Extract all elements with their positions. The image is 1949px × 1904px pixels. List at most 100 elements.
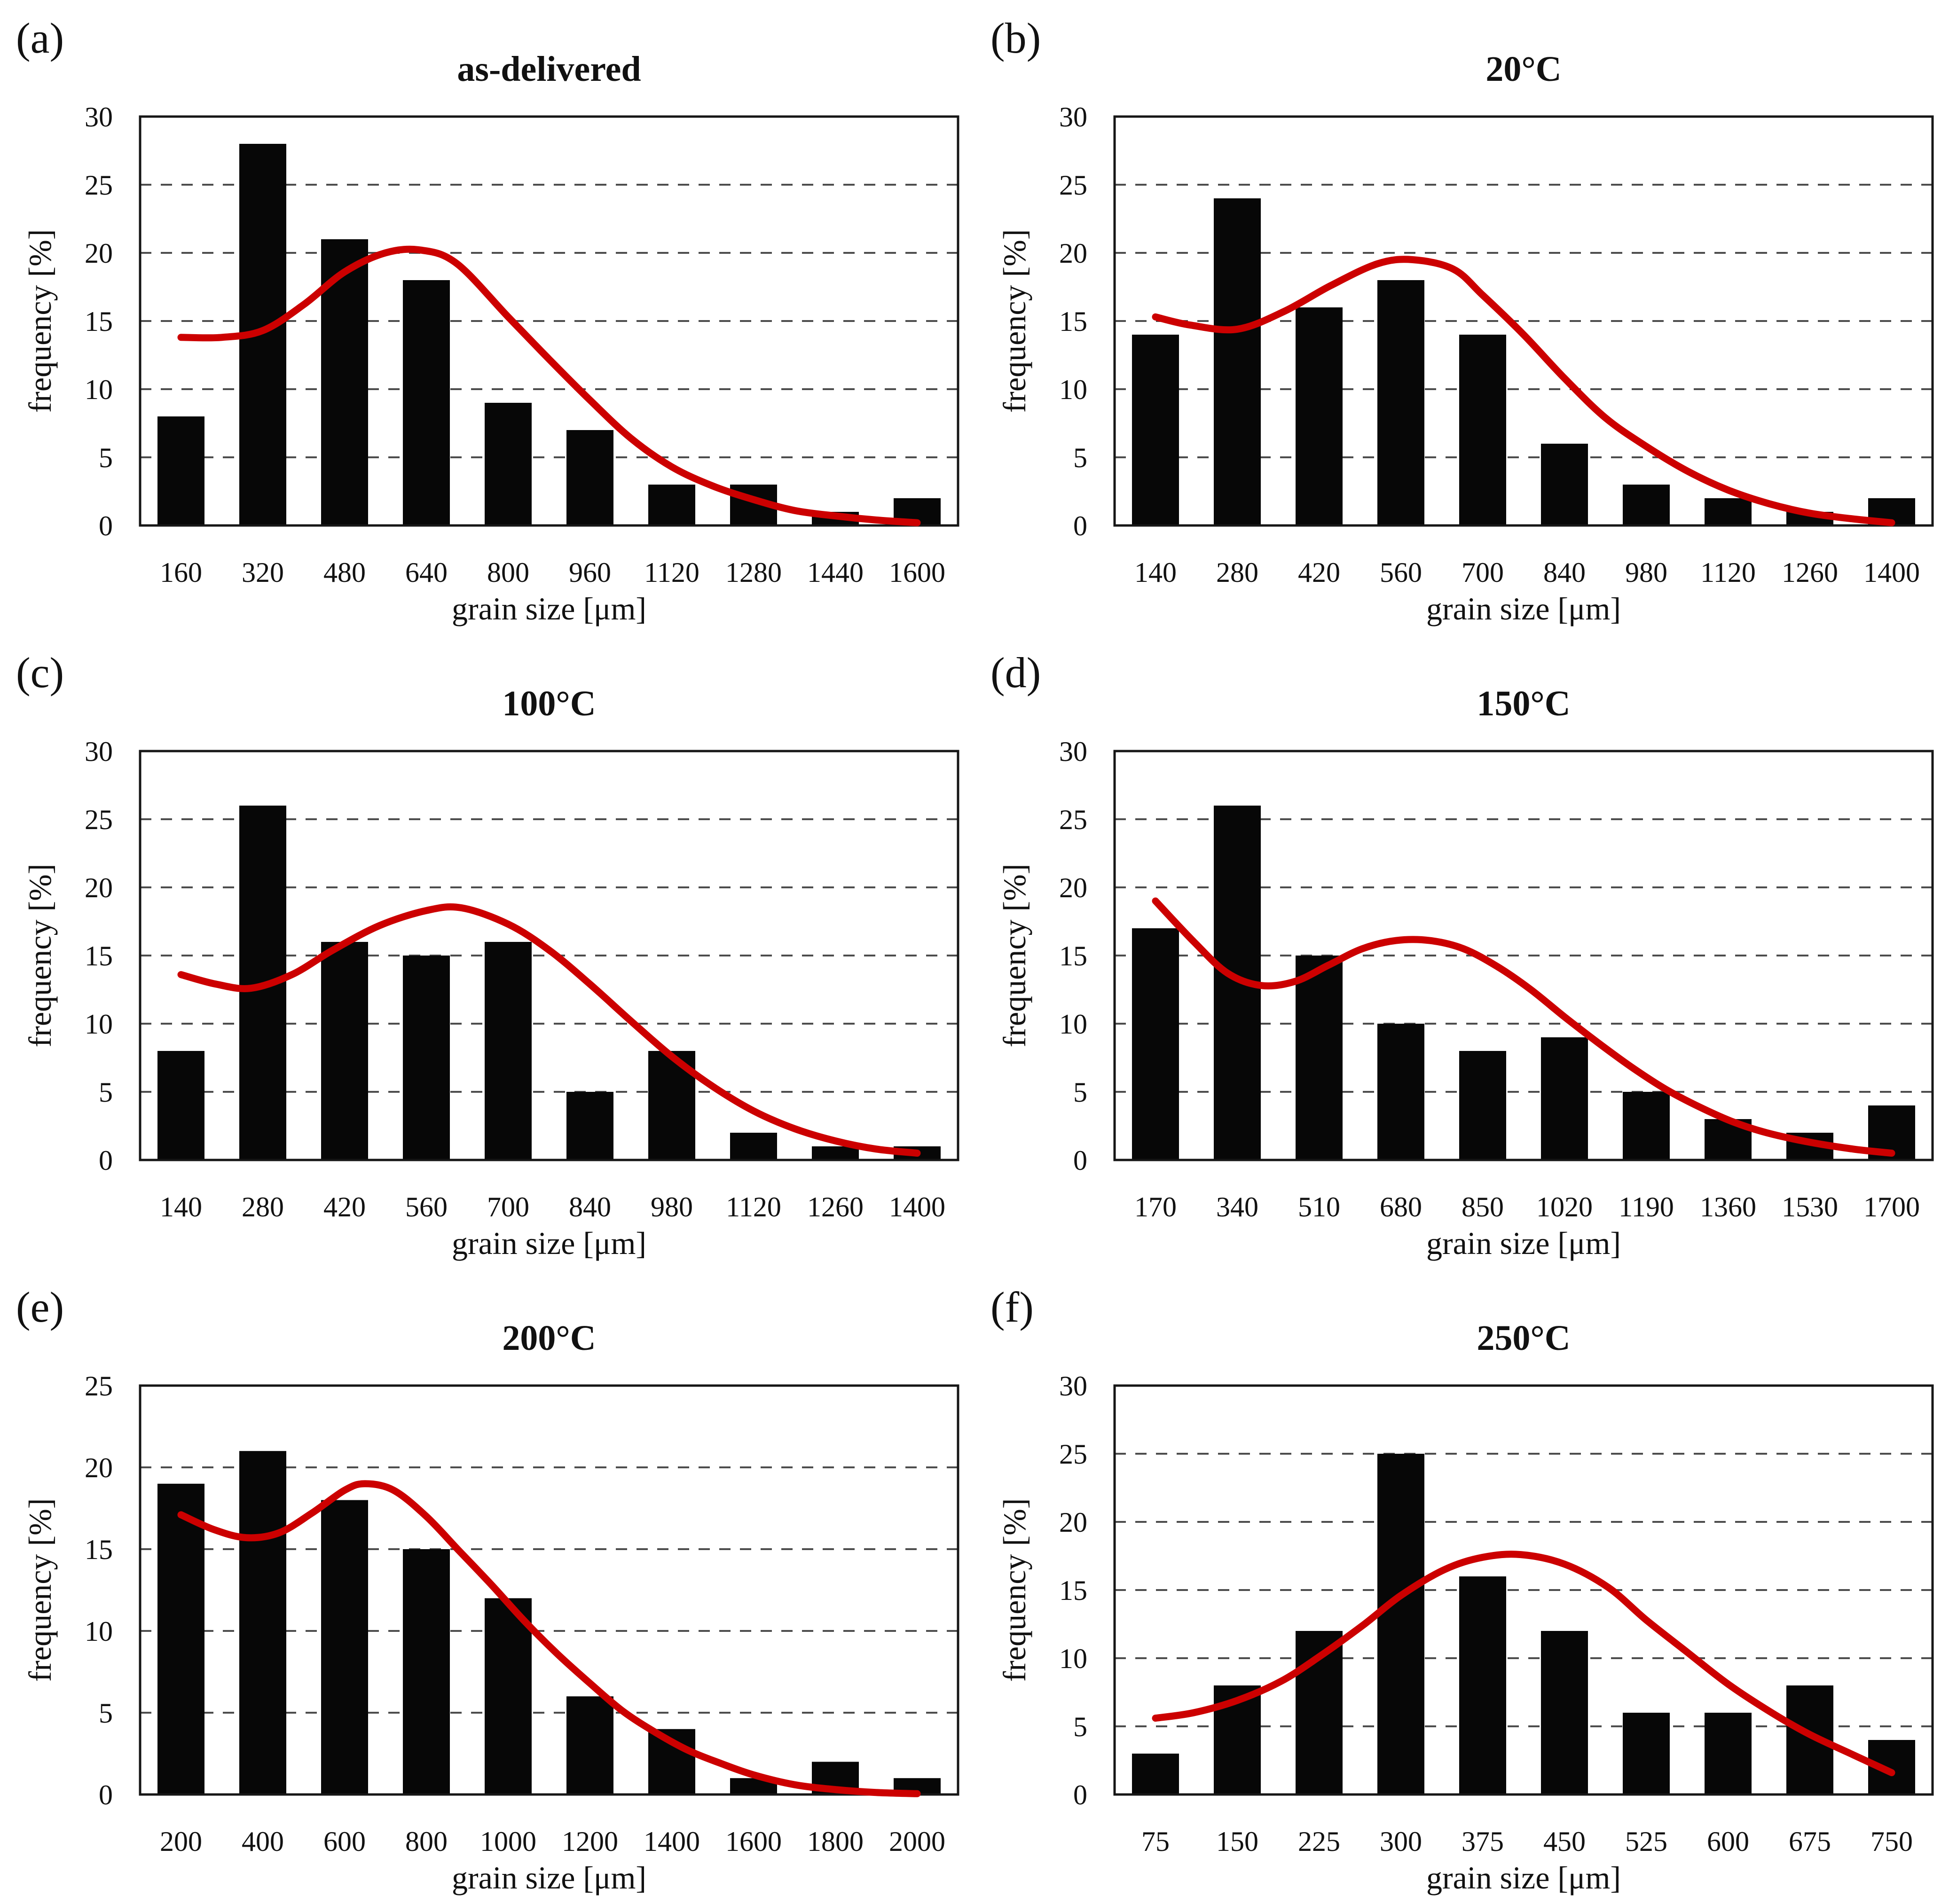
bar xyxy=(566,1092,613,1160)
x-tick-label: 560 xyxy=(405,1191,448,1222)
x-tick-label: 320 xyxy=(242,557,284,588)
bar xyxy=(157,1483,204,1794)
x-tick-label: 2000 xyxy=(889,1826,945,1857)
y-tick-label: 25 xyxy=(1059,170,1087,201)
chart-title: 100°C xyxy=(502,684,596,723)
x-tick-label: 280 xyxy=(1216,557,1258,588)
y-tick-label: 25 xyxy=(1059,1439,1087,1470)
y-tick-label: 0 xyxy=(99,1145,113,1176)
chart-svg: 0 5 10 15 20 25 30 140 280 420 560 700 840 980 1120 126… xyxy=(16,649,959,1261)
y-axis-label: frequency [%] xyxy=(22,864,58,1048)
bar xyxy=(403,280,450,525)
x-tick-label: 700 xyxy=(1462,557,1504,588)
y-tick-label: 10 xyxy=(1059,1009,1087,1040)
y-axis-label: frequency [%] xyxy=(997,229,1032,413)
plot-frame xyxy=(139,115,959,527)
x-tick-label: 680 xyxy=(1380,1191,1422,1222)
bar xyxy=(1377,280,1424,525)
y-tick-label: 20 xyxy=(1059,872,1087,903)
x-tick-label: 600 xyxy=(323,1826,366,1857)
x-tick-label: 1260 xyxy=(1782,557,1838,588)
x-tick-label: 1600 xyxy=(889,557,945,588)
x-tick-label: 420 xyxy=(1298,557,1340,588)
chart-title: 150°C xyxy=(1477,684,1570,723)
y-tick-label: 0 xyxy=(99,510,113,541)
y-tick-label: 25 xyxy=(85,804,113,835)
y-tick-label: 15 xyxy=(85,1534,113,1565)
x-tick-label: 840 xyxy=(1543,557,1586,588)
y-tick-label: 10 xyxy=(85,1616,113,1647)
panel-letter: (d) xyxy=(990,649,1041,697)
bar xyxy=(485,942,532,1160)
panel-letter: (f) xyxy=(990,1283,1034,1331)
x-tick-label: 400 xyxy=(242,1826,284,1857)
y-tick-label: 0 xyxy=(99,1779,113,1810)
y-tick-label: 30 xyxy=(85,102,113,133)
bar xyxy=(157,1051,204,1160)
y-tick-label: 25 xyxy=(85,170,113,201)
x-tick-label: 1700 xyxy=(1863,1191,1920,1222)
bar xyxy=(1459,335,1506,525)
chart-panel-c: 0 5 10 15 20 25 30 140 280 420 560 700 840 980 1120 126… xyxy=(0,635,974,1269)
y-tick-label: 25 xyxy=(85,1371,113,1402)
chart-panel-d: 0 5 10 15 20 25 30 170 340 510 680 850 1020 1190 1360 1… xyxy=(974,635,1949,1269)
bar xyxy=(239,1451,286,1794)
y-tick-label: 15 xyxy=(1059,940,1087,972)
panel-letter: (c) xyxy=(16,649,64,697)
x-tick-label: 1280 xyxy=(725,557,782,588)
x-tick-label: 340 xyxy=(1216,1191,1258,1222)
x-tick-label: 1600 xyxy=(725,1826,782,1857)
x-tick-label: 840 xyxy=(569,1191,611,1222)
chart-panel-a: 0 5 10 15 20 25 30 160 320 480 640 800 960 1120 1280 14… xyxy=(0,0,974,635)
y-tick-label: 10 xyxy=(1059,1643,1087,1674)
y-axis-label: frequency [%] xyxy=(22,229,58,413)
chart-svg: 0 5 10 15 20 25 30 140 280 420 560 700 840 980 1120 126… xyxy=(990,14,1934,627)
fit-curve xyxy=(1152,1551,1895,1777)
bar xyxy=(485,1598,532,1794)
x-tick-label: 75 xyxy=(1141,1826,1170,1857)
x-tick-label: 1120 xyxy=(644,557,699,588)
bar xyxy=(157,416,204,525)
bar xyxy=(1541,1631,1588,1794)
x-tick-label: 1120 xyxy=(1700,557,1756,588)
bar xyxy=(1623,485,1670,525)
x-tick-label: 600 xyxy=(1707,1826,1749,1857)
x-tick-label: 700 xyxy=(487,1191,529,1222)
bar xyxy=(1459,1051,1506,1160)
y-tick-label: 20 xyxy=(85,872,113,903)
x-tick-label: 960 xyxy=(569,557,611,588)
chart-svg: 0 5 10 15 20 25 200 400 600 800 1000 1200 1400 1600 18… xyxy=(16,1283,959,1896)
chart-title: as-delivered xyxy=(457,49,641,89)
x-tick-label: 525 xyxy=(1625,1826,1667,1857)
plot-frame xyxy=(139,1384,959,1796)
y-tick-label: 15 xyxy=(85,940,113,972)
x-axis-label: grain size [μm] xyxy=(452,591,646,627)
fit-curve xyxy=(1152,256,1895,526)
plot-frame xyxy=(1113,1384,1934,1796)
y-axis-label: frequency [%] xyxy=(997,864,1032,1048)
x-tick-label: 1200 xyxy=(562,1826,618,1857)
y-axis-label: frequency [%] xyxy=(997,1498,1032,1682)
bar xyxy=(1296,307,1343,525)
x-tick-label: 225 xyxy=(1298,1826,1340,1857)
x-tick-label: 1400 xyxy=(889,1191,945,1222)
y-tick-label: 15 xyxy=(1059,1575,1087,1606)
y-tick-label: 15 xyxy=(85,306,113,337)
x-tick-label: 850 xyxy=(1462,1191,1504,1222)
x-tick-label: 1400 xyxy=(1863,557,1920,588)
chart-title: 200°C xyxy=(502,1318,596,1358)
y-tick-label: 10 xyxy=(85,1009,113,1040)
histogram-as-delivered: 0 5 10 15 20 25 30 160 320 480 640 800 960 1120 1280 14… xyxy=(0,0,974,635)
bar xyxy=(566,1696,613,1794)
y-tick-label: 5 xyxy=(99,1077,113,1108)
y-tick-label: 30 xyxy=(1059,102,1087,133)
bar xyxy=(1705,1713,1752,1794)
bar xyxy=(1459,1576,1506,1794)
x-tick-label: 150 xyxy=(1216,1826,1258,1857)
bar xyxy=(1214,198,1261,525)
y-tick-label: 10 xyxy=(85,374,113,405)
bar xyxy=(812,1146,859,1160)
x-tick-label: 280 xyxy=(242,1191,284,1222)
y-tick-label: 30 xyxy=(1059,736,1087,767)
